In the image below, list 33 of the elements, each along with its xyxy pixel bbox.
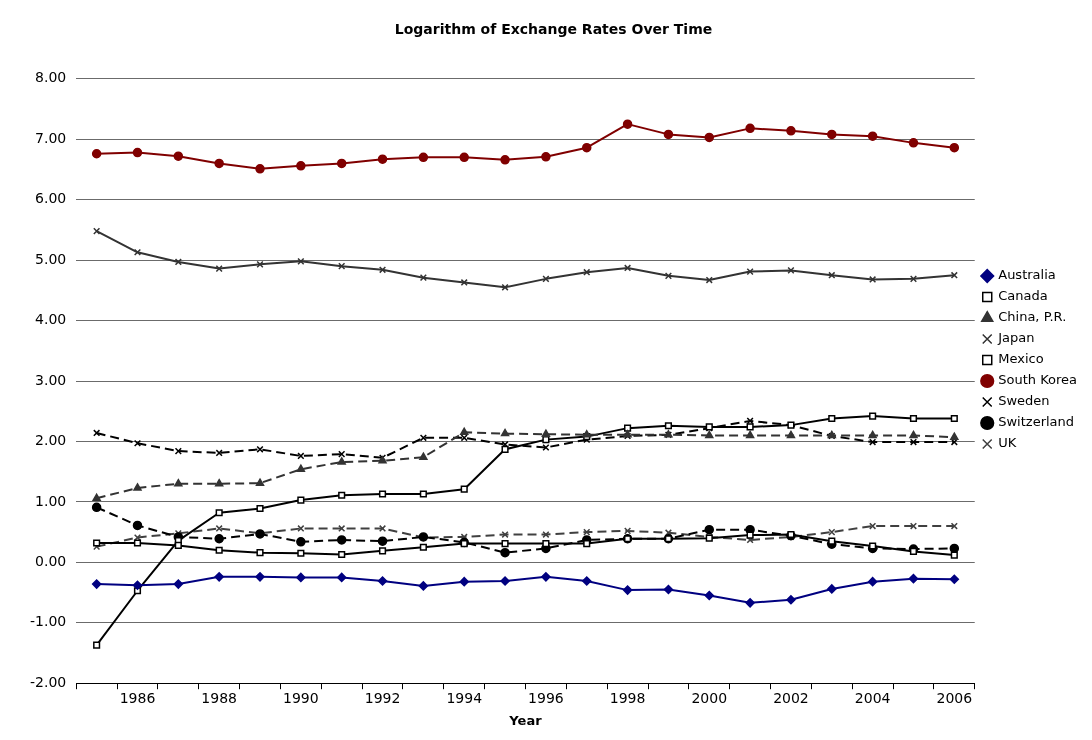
legend-label: Mexico <box>998 351 1044 367</box>
y-tick-label: 2.00 <box>35 432 67 449</box>
legend-label: UK <box>998 435 1017 451</box>
x-tick-label: 1994 <box>446 690 483 707</box>
x-tick-label: 1998 <box>609 690 646 707</box>
legend-label: South Korea <box>998 372 1078 388</box>
y-tick-label: -1.00 <box>29 613 67 630</box>
x-tick-label: 1990 <box>283 690 319 707</box>
x-tick-label: 1988 <box>201 690 237 707</box>
y-tick-label: 7.00 <box>35 129 67 146</box>
y-tick-label: 6.00 <box>35 190 67 207</box>
y-tick-label: 4.00 <box>35 311 67 328</box>
x-axis-title: Year <box>508 713 543 729</box>
x-tick-label: 1986 <box>119 690 156 707</box>
y-tick-label: 0.00 <box>35 552 67 569</box>
x-tick-label: 2002 <box>773 690 809 707</box>
legend-label: Sweden <box>998 393 1050 409</box>
y-tick-label: 5.00 <box>35 250 67 267</box>
y-tick-label: 8.00 <box>35 69 67 86</box>
y-tick-label: 3.00 <box>35 371 67 388</box>
x-tick-label: 1996 <box>528 690 564 707</box>
x-tick-label: 2000 <box>691 690 728 707</box>
legend-label: China, P.R. <box>998 309 1067 325</box>
chart-title: Logarithm of Exchange Rates Over Time <box>394 21 713 38</box>
y-tick-label: -2.00 <box>29 673 67 690</box>
x-tick-label: 2004 <box>854 690 891 707</box>
legend-label: Switzerland <box>998 414 1075 430</box>
y-tick-label: 1.00 <box>35 492 67 509</box>
legend-label: Japan <box>997 330 1035 346</box>
x-tick-label: 1992 <box>364 690 401 707</box>
legend-label: Australia <box>998 267 1056 283</box>
legend-label: Canada <box>998 288 1048 304</box>
x-tick-label: 2006 <box>936 690 973 707</box>
